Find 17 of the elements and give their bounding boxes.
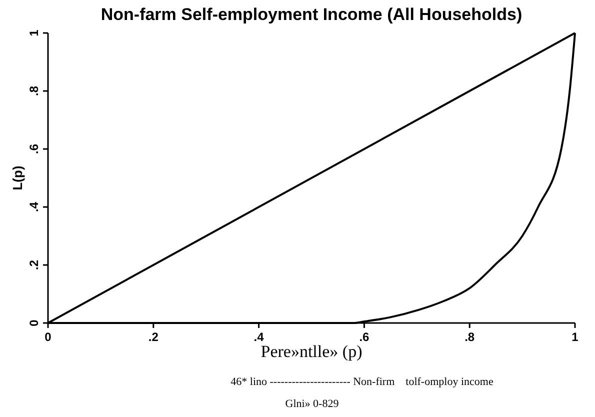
y-tick-label: 1 [27, 29, 41, 36]
x-tick-label: .6 [359, 330, 370, 344]
y-tick-label: 0 [27, 319, 41, 326]
y-tick-label: .2 [27, 260, 41, 270]
x-axis-title: Pere»ntlle» (p) [260, 342, 362, 361]
text: Glni» 0-829 [285, 398, 340, 410]
text: 46* lino ---------------------- Non-firm tolf-omploy income [230, 376, 494, 388]
y-axis-title: L(p) [10, 166, 25, 190]
x-tick-label: .4 [254, 330, 264, 344]
y-tick-label: .6 [27, 144, 41, 154]
x-tick-label: 0 [44, 330, 52, 344]
y-tick-label: .8 [27, 86, 41, 96]
x-tick-label: .2 [148, 330, 159, 344]
chart-title: Non-farm Self-employment Income (All Households) [100, 5, 522, 24]
x-tick-label: .8 [464, 330, 475, 344]
x-tick-label: 1 [572, 330, 579, 344]
y-tick-label: .4 [27, 202, 41, 212]
